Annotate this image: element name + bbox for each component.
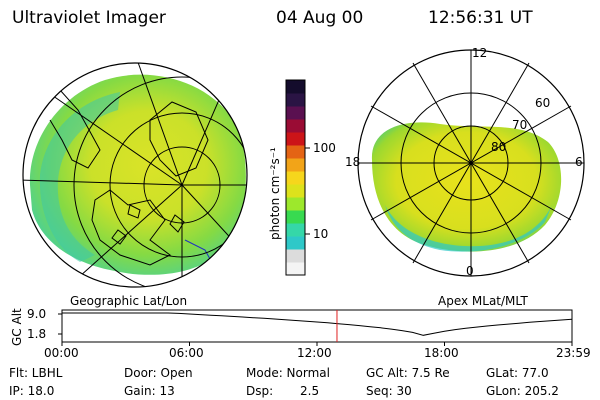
geographic-frame: [22, 62, 248, 288]
info-door: Door: Open: [124, 366, 193, 380]
xtick-2359: 23:59: [556, 346, 591, 360]
mlt-label-6: 6: [575, 155, 583, 169]
info-gc-alt: GC Alt: 7.5 Re: [366, 366, 450, 380]
altitude-plot: [58, 309, 573, 346]
colorbar: [285, 79, 310, 276]
colorbar-cell: [286, 145, 305, 159]
colorbar-tick-10: 10: [313, 227, 329, 241]
colorbar-cell: [286, 249, 305, 263]
coastline-asia: [49, 89, 101, 169]
altitude-curve: [62, 312, 573, 336]
coastline-canada: [91, 189, 171, 266]
apex-grid: [358, 50, 584, 276]
mlat-label-80: 80: [491, 140, 507, 154]
info-glat: GLat: 77.0: [486, 366, 549, 380]
colorbar-cell: [286, 210, 305, 224]
altitude-ytick-9: 9.0: [27, 307, 47, 321]
colorbar-cell: [286, 80, 305, 94]
xtick-0000: 00:00: [44, 346, 79, 360]
geographic-panel-label: Geographic Lat/Lon: [70, 294, 188, 308]
colorbar-cell: [286, 236, 305, 250]
colorbar-cell: [286, 171, 305, 185]
colorbar-cell: [286, 223, 305, 237]
mlt-label-0: 0: [466, 264, 474, 278]
xtick-1200: 12:00: [297, 346, 332, 360]
colorbar-cell: [286, 93, 305, 107]
colorbar-cell: [286, 106, 305, 120]
colorbar-cell: [286, 132, 305, 146]
info-mode: Mode: Normal: [246, 366, 330, 380]
info-flt: Flt: LBHL: [9, 366, 63, 380]
info-seq: Seq: 30: [366, 384, 412, 398]
info-gain: Gain: 13: [124, 384, 175, 398]
mlt-label-18: 18: [345, 155, 361, 169]
mlat-label-70: 70: [512, 118, 528, 132]
xtick-0600: 06:00: [169, 346, 204, 360]
colorbar-unit-label: photon cm⁻²s⁻¹: [268, 147, 282, 240]
coastline-greenland: [149, 101, 209, 177]
xtick-1800: 18:00: [424, 346, 459, 360]
time-label: 12:56:31 UT: [428, 8, 533, 28]
info-glon: GLon: 205.2: [486, 384, 559, 398]
mlat-label-60: 60: [535, 96, 551, 110]
info-ip: IP: 18.0: [9, 384, 55, 398]
mlt-label-12: 12: [472, 46, 488, 60]
colorbar-cell: [286, 119, 305, 133]
info-dsp-label: Dsp:: [246, 384, 274, 398]
apex-map: [357, 49, 585, 277]
colorbar-cell: [286, 184, 305, 198]
geographic-grid: [23, 63, 247, 287]
colorbar-tick-100: 100: [313, 141, 336, 155]
geographic-aurora-cyan-band: [39, 92, 120, 262]
apex-aurora-image: [371, 122, 562, 252]
colorbar-cell: [286, 262, 305, 276]
geographic-map: [22, 62, 248, 288]
apex-panel-label: Apex MLat/MLT: [438, 294, 528, 308]
coastline-islands: [111, 204, 185, 245]
altitude-ytick-1-8: 1.8: [27, 327, 47, 341]
instrument-title: Ultraviolet Imager: [12, 8, 166, 28]
colorbar-cell: [286, 158, 305, 172]
date-label: 04 Aug 00: [276, 8, 364, 28]
altitude-ylabel: GC Alt: [10, 308, 24, 346]
colorbar-cell: [286, 197, 305, 211]
info-dsp-value: 2.5: [300, 384, 320, 398]
